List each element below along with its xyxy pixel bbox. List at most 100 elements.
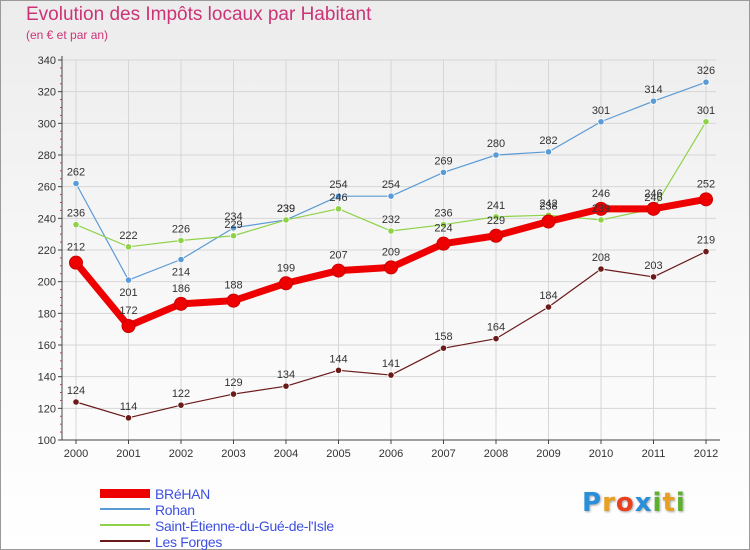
data-point [492,151,500,159]
x-tick-label: 2009 [536,448,560,460]
proxiti-logo: Proxiti [582,488,686,518]
data-label: 262 [67,167,85,179]
data-label: 229 [487,215,505,227]
data-point [226,293,241,308]
x-tick-label: 2007 [431,448,455,460]
y-tick-label: 340 [38,55,56,67]
data-label: 326 [697,65,715,77]
data-point [279,276,293,291]
data-point [282,382,290,390]
data-point [334,366,343,374]
data-label: 124 [67,385,85,397]
data-point [439,221,448,229]
y-tick-label: 220 [38,245,56,257]
data-label: 201 [119,287,137,299]
data-label: 172 [119,305,137,317]
data-point [544,148,553,156]
y-tick-label: 120 [38,403,56,415]
x-tick-label: 2012 [694,448,718,460]
data-point [597,265,605,273]
data-label: 207 [329,250,347,262]
data-label: 280 [487,138,505,150]
data-point [702,78,710,86]
data-label: 224 [434,223,452,235]
y-tick-label: 200 [38,277,56,289]
data-label: 238 [539,201,557,213]
data-point [174,296,188,311]
legend-label: Les Forges [155,534,223,550]
data-label: 184 [539,290,557,302]
data-point [492,335,500,343]
data-label: 219 [697,235,715,247]
x-tick-label: 2001 [116,448,140,460]
data-point [492,213,500,221]
data-point [334,205,343,213]
data-point [387,227,395,235]
data-label: 314 [644,84,662,96]
logo-letter: i [675,488,686,518]
data-point [72,398,80,406]
data-label: 246 [329,192,347,204]
data-point [489,228,503,243]
data-point [177,255,185,264]
data-point [387,371,395,379]
data-point [699,192,713,207]
data-label: 254 [329,179,347,191]
data-label: 242 [539,198,557,210]
data-label: 246 [644,188,662,200]
data-point [72,221,80,229]
logo-letter: o [615,488,635,518]
y-tick-label: 180 [38,308,56,320]
data-label: 234 [224,211,242,223]
logo-letter: x [634,488,653,518]
logo-letter: i [652,488,663,518]
data-point [72,179,80,188]
data-point [384,260,398,275]
x-tick-label: 2000 [64,448,88,460]
data-label: 269 [434,155,452,167]
data-point [439,168,448,177]
data-point [331,263,346,278]
data-label: 209 [382,246,400,258]
data-label: 239 [592,203,610,215]
data-label: 212 [67,242,85,254]
legend-label: Saint-Étienne-du-Gué-de-l'Isle [155,518,334,534]
y-tick-label: 100 [38,435,56,447]
data-label: 114 [120,401,138,413]
x-tick-label: 2010 [589,448,613,460]
data-point [69,255,83,270]
legend-label: BRéHAN [155,486,210,502]
data-label: 158 [434,331,452,343]
data-label: 241 [487,200,505,212]
legend-label: Rohan [155,502,195,518]
data-label: 254 [382,179,400,191]
data-label: 214 [172,267,190,279]
x-tick-label: 2002 [169,448,193,460]
data-point [597,118,605,126]
data-point [124,243,133,251]
data-label: 226 [172,224,190,236]
data-label: 239 [277,203,295,215]
data-label: 199 [277,262,295,274]
data-point [649,273,658,281]
x-tick-label: 2005 [326,448,350,460]
data-label: 141 [382,358,400,370]
legend-swatch [100,540,150,542]
data-point [177,401,185,409]
x-tick-label: 2004 [274,448,298,460]
data-label: 301 [697,105,715,117]
y-tick-label: 160 [38,340,56,352]
data-point [439,344,448,352]
data-label: 229 [224,219,242,231]
data-label: 236 [67,208,85,220]
data-label: 252 [697,178,715,190]
chart-subtitle: (en € et par an) [26,28,109,42]
y-tick-label: 260 [38,182,56,194]
data-label: 122 [172,388,190,400]
data-point [436,236,451,251]
data-label: 164 [487,322,505,334]
data-point [121,319,136,333]
data-label: 232 [382,214,400,226]
y-tick-label: 140 [38,372,56,384]
